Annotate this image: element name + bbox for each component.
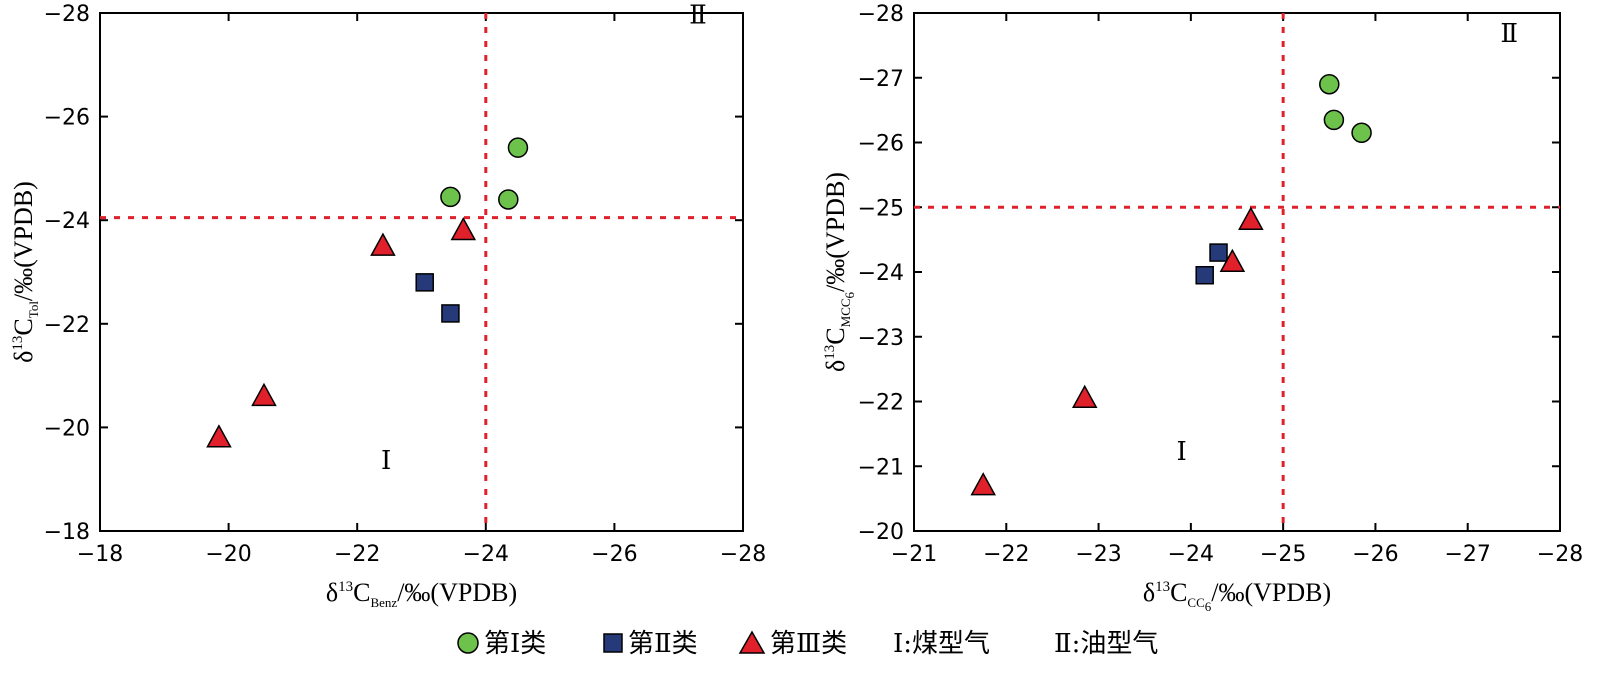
legend-marker-class-2 <box>603 633 623 653</box>
y-tick-label: −28 <box>858 2 904 27</box>
data-point-circle <box>1319 73 1340 95</box>
data-point-square <box>1195 265 1214 285</box>
y-tick-label: −28 <box>44 2 90 27</box>
data-point-triangle <box>206 424 232 448</box>
plot-frame <box>99 12 744 532</box>
y-tick-label: −18 <box>44 520 90 545</box>
region-label-2: Ⅱ <box>1500 19 1518 48</box>
x-tick-label: −24 <box>463 542 509 567</box>
y-tick-label: −23 <box>858 326 904 351</box>
data-point-triangle <box>970 472 996 496</box>
y-axis-title: δ13CTol/‰(VPDB) <box>9 181 41 363</box>
x-axis-title: δ13CBenz/‰(VPDB) <box>326 578 517 610</box>
data-point-square <box>1209 243 1228 262</box>
chart-right: −21 −22 −23 −24 −25 −26 −27 −28−20−21−22−23−24−… <box>821 2 1583 614</box>
legend-marker-class-3 <box>738 630 766 654</box>
data-point-circle <box>1351 122 1372 144</box>
y-tick-label: −20 <box>858 520 904 545</box>
y-tick-label: −27 <box>858 67 904 92</box>
x-tick-label: −28 <box>720 542 766 567</box>
data-point-triangle <box>251 382 277 407</box>
data-point-circle <box>440 186 461 208</box>
data-point-square <box>441 304 460 323</box>
chart-left: −18 −20 −22 −24 −26 −28 −18 −20 −22 −24 −26 −28 Ⅰ Ⅱδ1… <box>9 0 766 610</box>
legend-note-oil-gas: Ⅱ:油型气 <box>1054 629 1158 659</box>
data-point-circle <box>507 137 529 158</box>
x-tick-label: −20 <box>205 542 251 567</box>
x-tick-label: −28 <box>1537 542 1583 567</box>
x-tick-label: −24 <box>1168 542 1214 567</box>
data-point-triangle <box>370 232 396 256</box>
legend-note-coal-gas: Ⅰ:煤型气 <box>893 629 990 659</box>
x-tick-label: −26 <box>591 542 637 567</box>
y-tick-label: −22 <box>858 391 904 416</box>
legend-marker-class-1 <box>457 632 479 654</box>
y-tick-label: −26 <box>858 132 904 157</box>
legend: 第Ⅰ类 第Ⅱ类 第Ⅲ类 Ⅰ:煤型气 Ⅱ:油型气 <box>457 629 1158 659</box>
legend-label-class-2: 第Ⅱ类 <box>628 629 698 659</box>
data-point-triangle <box>1238 206 1264 230</box>
x-tick-label: −22 <box>983 542 1029 567</box>
y-tick-label: −26 <box>44 106 90 131</box>
data-point-circle <box>1323 109 1345 131</box>
data-point-triangle <box>1219 248 1246 273</box>
data-point-circle <box>498 189 519 210</box>
x-axis-title: δ13CCC6/‰(VPDB) <box>1143 578 1331 614</box>
x-tick-label: −26 <box>1352 542 1398 567</box>
x-tick-label: −18 <box>77 542 123 567</box>
y-axis-title: δ13CMCC6/‰(VPDB) <box>821 172 857 372</box>
legend-label-class-1: 第Ⅰ类 <box>484 629 546 659</box>
y-tick-label: −21 <box>858 455 904 480</box>
data-point-triangle <box>1071 384 1098 409</box>
y-tick-label: −24 <box>858 261 904 286</box>
region-label-1: Ⅰ <box>381 446 391 475</box>
x-tick-label: −22 <box>334 542 380 567</box>
y-tick-label: −22 <box>44 313 90 338</box>
y-tick-label: −25 <box>858 196 904 221</box>
data-point-square <box>415 273 434 292</box>
x-tick-label: −27 <box>1444 542 1490 567</box>
x-tick-label: −21 <box>891 542 937 567</box>
legend-label-class-3: 第Ⅲ类 <box>770 629 847 659</box>
region-label-1: Ⅰ <box>1176 437 1186 466</box>
region-label-2: Ⅱ <box>689 0 707 29</box>
x-tick-label: −25 <box>1260 542 1306 567</box>
y-tick-label: −24 <box>44 209 90 234</box>
y-tick-label: −20 <box>44 416 90 441</box>
data-point-triangle <box>450 216 477 241</box>
x-tick-label: −23 <box>1075 542 1121 567</box>
